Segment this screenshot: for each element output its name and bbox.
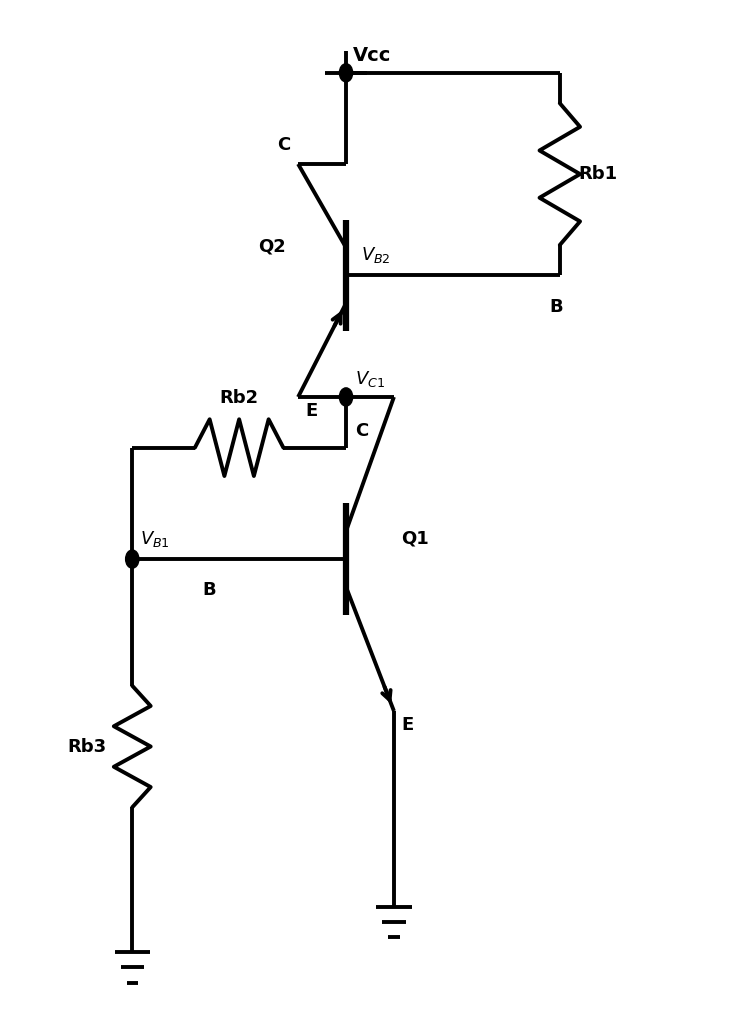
Text: Q1: Q1 [401, 530, 429, 547]
Text: $V_{B2}$: $V_{B2}$ [360, 245, 391, 265]
Text: E: E [306, 402, 318, 420]
Text: $V_{C1}$: $V_{C1}$ [355, 369, 385, 389]
Text: Rb2: Rb2 [219, 389, 258, 407]
Text: C: C [355, 422, 368, 441]
Text: Vcc: Vcc [354, 45, 392, 65]
Text: B: B [203, 581, 216, 600]
Text: Q2: Q2 [258, 237, 286, 255]
Text: Rb1: Rb1 [578, 165, 617, 183]
Circle shape [339, 64, 353, 82]
Circle shape [125, 550, 139, 568]
Text: Rb3: Rb3 [68, 737, 107, 756]
Text: $V_{B1}$: $V_{B1}$ [140, 529, 170, 549]
Circle shape [339, 388, 353, 406]
Text: B: B [549, 298, 563, 315]
Text: E: E [401, 716, 414, 734]
Text: C: C [277, 136, 291, 154]
